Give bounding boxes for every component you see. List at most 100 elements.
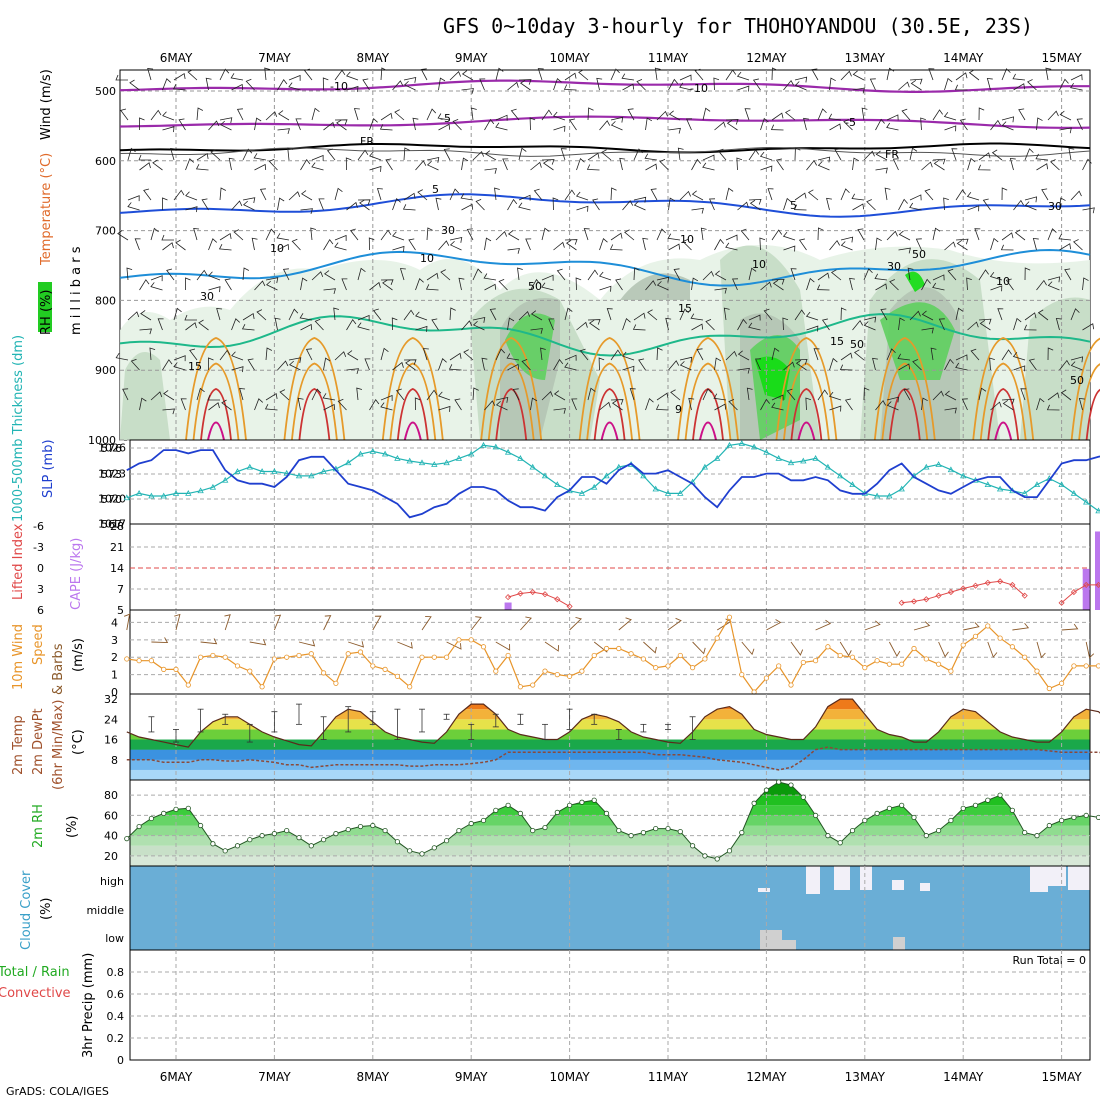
date-label-top: 14MAY (943, 51, 984, 65)
wind-barb (737, 318, 748, 331)
thickness-line-point (763, 448, 770, 455)
wind-barb (518, 202, 531, 211)
wind-barb (219, 117, 233, 124)
wind-barb (196, 107, 204, 121)
rh-legend-swatch (38, 282, 52, 332)
pressure-tick-label: 800 (95, 294, 116, 307)
rh-line-point (161, 810, 167, 816)
wind-barb (303, 68, 313, 81)
rh-line-point (284, 827, 290, 834)
wind-barb (403, 359, 417, 365)
wind-barb (852, 157, 859, 171)
wind-barb (208, 120, 220, 131)
wind-speed-line-point (234, 663, 241, 669)
wind-barb (323, 239, 334, 251)
wind-barb (208, 271, 221, 281)
wind-barb (627, 108, 635, 121)
wind-barb (1050, 159, 1060, 171)
wind-barb (989, 272, 1003, 281)
wind-barb (162, 126, 175, 133)
wind-barb (576, 157, 585, 171)
wind-barb (644, 153, 658, 161)
cloud-level-label: low (105, 932, 124, 945)
precip-frame (129, 949, 1091, 1061)
wind-barb (955, 238, 969, 245)
wind-barb (337, 398, 347, 411)
thickness-tick-label: 576 (101, 442, 122, 455)
wind-barb (233, 229, 244, 241)
wind-barb-10m (372, 615, 382, 631)
wind-barb (1024, 312, 1037, 321)
wind-barb (484, 150, 497, 161)
wind-barb (399, 268, 406, 281)
temperature-contour-surface (888, 388, 921, 441)
wind-speed-line-point (517, 684, 524, 690)
rh-line-point (210, 841, 216, 847)
wind-barb (357, 322, 370, 331)
date-label-bottom: 12MAY (746, 1070, 787, 1084)
temperature-contour-surface (979, 362, 1027, 441)
wind-speed-line-point (849, 654, 856, 660)
wind-barb (609, 244, 623, 251)
cloud-gap (834, 866, 850, 890)
date-label-top: 6MAY (160, 51, 193, 65)
wind-barb (723, 307, 730, 321)
wind-speed-line-point (886, 661, 893, 667)
wind-barb-10m (1085, 641, 1095, 659)
wind-barb (333, 307, 340, 321)
wind-barb (629, 388, 636, 401)
wind-barb (231, 366, 244, 373)
rh-base-band (130, 855, 1090, 866)
temp-tick-label: 24 (104, 713, 118, 726)
thickness-line-point (554, 481, 561, 488)
wind-barb (880, 308, 888, 321)
wind-barb (978, 107, 985, 121)
contour-label: 10 (420, 252, 434, 265)
thickness-line-point (1033, 481, 1041, 488)
wind-barb (301, 190, 313, 201)
wind-barb-10m (889, 641, 901, 658)
wind-barb (254, 163, 267, 171)
thickness-label: 1000-500mb Thickness (dm) (11, 335, 26, 522)
wind-barb (207, 394, 220, 401)
wind-barb (495, 122, 508, 131)
wind-barb (392, 231, 405, 241)
wind-barb-10m (446, 641, 462, 650)
rh-line-point (370, 822, 376, 829)
wind-barb (435, 197, 442, 211)
wind-barb (1082, 207, 1095, 214)
wind-barb (265, 277, 279, 284)
wind-barb (849, 277, 855, 291)
cloud-level-label: middle (86, 904, 124, 917)
wind-speed-line-point (739, 672, 745, 678)
lifted-index-point (923, 596, 930, 603)
wind-barb (790, 268, 797, 281)
wind-barb (932, 390, 944, 401)
rh-line-point (1022, 830, 1028, 836)
wind-barb (599, 120, 611, 131)
temperature-contour-warm (207, 421, 225, 441)
rh-line-point (320, 837, 327, 843)
rh-line-point (247, 837, 253, 843)
wind-barb (978, 387, 987, 401)
wind-barb (986, 77, 993, 91)
wind-barb (943, 112, 957, 121)
temperature-contour-surface (200, 388, 232, 441)
wind-barb (129, 79, 140, 91)
wind-barb (691, 207, 704, 214)
rh-line-point (985, 797, 991, 803)
wind-barb (691, 158, 702, 171)
temperature-contour-surface (684, 362, 732, 441)
wind-barb (178, 118, 186, 131)
wind-label-b: Speed (31, 624, 46, 665)
wind-barb (1047, 276, 1061, 283)
wind-barb (219, 349, 231, 361)
wind-barb (346, 319, 357, 331)
wind-barb (150, 109, 162, 121)
thickness-line-point (258, 468, 266, 474)
thickness-tick-label: 567 (101, 518, 122, 531)
wind-unit: (m/s) (71, 638, 86, 672)
wind-barb (955, 354, 968, 361)
rh-line-point (948, 817, 954, 824)
wind-barb (265, 347, 273, 361)
